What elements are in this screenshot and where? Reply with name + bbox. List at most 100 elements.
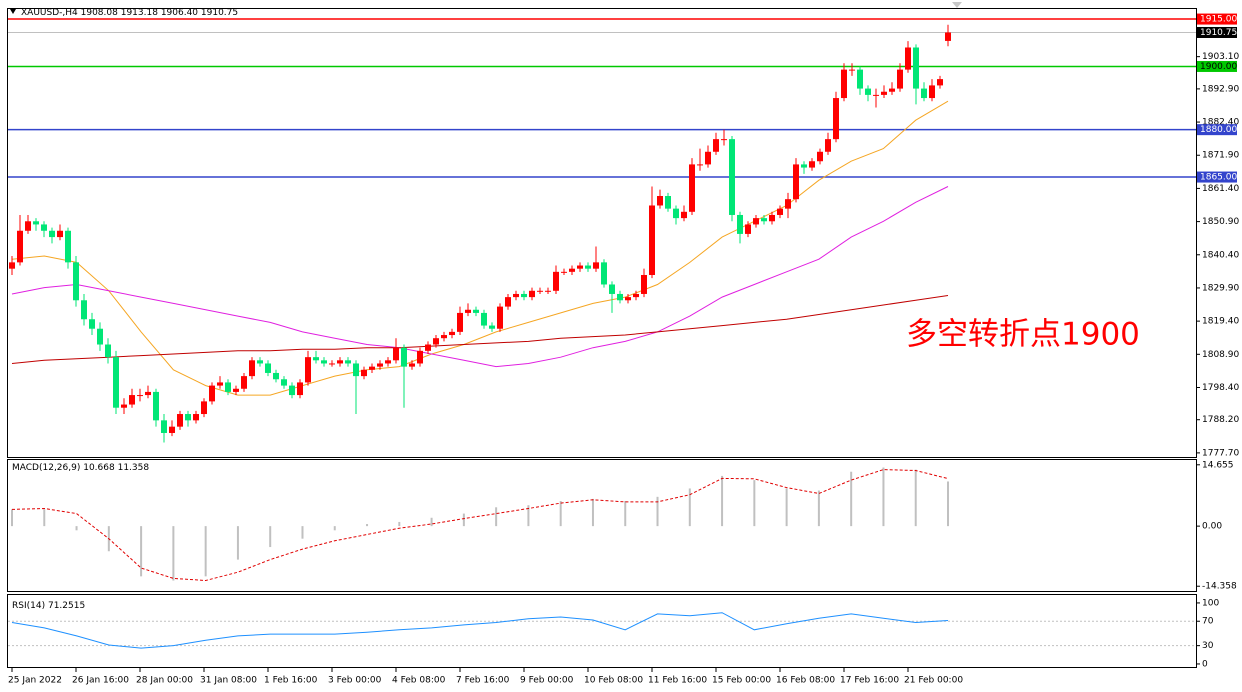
- candle-body: [433, 338, 439, 345]
- rsi-line: [11, 612, 949, 649]
- candle-body: [337, 360, 343, 364]
- y-tick-label: 1808.90: [1202, 350, 1239, 360]
- candle-body: [49, 230, 55, 238]
- candle-body: [881, 91, 887, 95]
- candle-body: [737, 214, 743, 234]
- macd-tick-label: 0.00: [1202, 522, 1222, 532]
- candle-body: [801, 164, 807, 168]
- x-tick-label: 26 Jan 16:00: [72, 676, 129, 686]
- candle-body: [713, 139, 719, 152]
- candle-body: [169, 426, 175, 433]
- candle-body: [769, 214, 775, 222]
- candle-body: [593, 262, 599, 269]
- rsi-label: RSI(14): [12, 601, 45, 611]
- y-tick-label: 1798.40: [1202, 383, 1239, 393]
- candle-body: [177, 414, 183, 427]
- rsi-panel: [7, 594, 1197, 668]
- candle-body: [137, 395, 143, 397]
- candle-body: [553, 271, 559, 291]
- x-tick-label: 3 Feb 00:00: [328, 676, 382, 686]
- candle-body: [705, 151, 711, 165]
- candle-body: [729, 139, 735, 215]
- candle-body: [217, 382, 223, 386]
- candle-body: [257, 360, 263, 364]
- y-tick-label: 1840.40: [1202, 250, 1239, 260]
- candle-body: [905, 47, 911, 70]
- low-value: 1906.40: [161, 8, 198, 18]
- header-arrow: [10, 9, 16, 14]
- candle-body: [601, 262, 607, 285]
- open-value: 1908.08: [81, 8, 118, 18]
- candle-body: [81, 300, 87, 320]
- candle-body: [633, 293, 639, 298]
- y-tick-label: 1788.20: [1202, 415, 1239, 425]
- candle-body: [865, 88, 871, 95]
- y-tick-label: 1829.90: [1202, 283, 1239, 293]
- y-tick-label: 1903.10: [1202, 52, 1239, 62]
- candle-body: [537, 290, 543, 292]
- signal-value: 11.358: [118, 463, 150, 473]
- level-label: 1900.00: [1200, 62, 1237, 72]
- candle-body: [121, 404, 127, 408]
- y-tick-label: 1850.90: [1202, 217, 1239, 227]
- candle-body: [273, 372, 279, 380]
- candle-body: [689, 164, 695, 212]
- candle-body: [209, 385, 215, 402]
- candle-body: [897, 69, 903, 89]
- candle-body: [241, 376, 247, 389]
- candle-body: [361, 369, 367, 377]
- candle-body: [449, 331, 455, 336]
- candle-body: [681, 211, 687, 219]
- x-tick-label: 11 Feb 16:00: [648, 676, 707, 686]
- x-tick-label: 21 Feb 00:00: [904, 676, 963, 686]
- close-value: 1910.75: [201, 8, 238, 18]
- candle-body: [57, 230, 63, 238]
- candle-body: [409, 363, 415, 367]
- candle-body: [929, 85, 935, 99]
- candle-body: [89, 319, 95, 329]
- candle-body: [377, 363, 383, 367]
- candle-body: [17, 230, 23, 263]
- candle-body: [945, 32, 951, 41]
- candle-body: [97, 328, 103, 345]
- x-tick-label: 31 Jan 08:00: [200, 676, 257, 686]
- y-tick-label: 1819.40: [1202, 317, 1239, 327]
- symbol: XAUUSD-,H4: [21, 8, 78, 18]
- candle-body: [841, 69, 847, 99]
- current-price-box: [1197, 26, 1237, 38]
- candle-body: [649, 205, 655, 275]
- shift-marker: [952, 2, 962, 8]
- candle-body: [401, 347, 407, 367]
- candle-body: [785, 199, 791, 209]
- candle-body: [41, 224, 47, 231]
- candle-body: [513, 293, 519, 298]
- candle-body: [889, 88, 895, 92]
- candle-body: [313, 357, 319, 361]
- level-box: [1197, 13, 1237, 25]
- candle-body: [697, 164, 703, 166]
- candle-body: [873, 94, 879, 96]
- candle-body: [665, 196, 671, 209]
- candle-body: [441, 335, 447, 339]
- candle-body: [329, 363, 335, 365]
- candle-body: [857, 69, 863, 89]
- level-box: [1197, 171, 1237, 183]
- macd-panel: [7, 459, 1197, 592]
- candle-body: [233, 388, 239, 392]
- macd-label: MACD(12,26,9): [12, 463, 80, 473]
- x-tick-label: 9 Feb 00:00: [520, 676, 574, 686]
- candle-body: [577, 265, 583, 269]
- candle-body: [265, 363, 271, 373]
- chart-header: XAUUSD-,H4 1908.08 1913.18 1906.40 1910.…: [21, 8, 238, 18]
- candle-body: [793, 164, 799, 200]
- rsi-tick-label: 100: [1202, 598, 1219, 608]
- level-box: [1197, 124, 1237, 136]
- candle-body: [569, 268, 575, 272]
- candle-body: [913, 47, 919, 89]
- candle-body: [353, 363, 359, 377]
- candle-body: [657, 196, 663, 206]
- candle-body: [65, 230, 71, 263]
- candle-body: [289, 385, 295, 396]
- macd-value: 10.668: [83, 463, 115, 473]
- candle-body: [617, 293, 623, 301]
